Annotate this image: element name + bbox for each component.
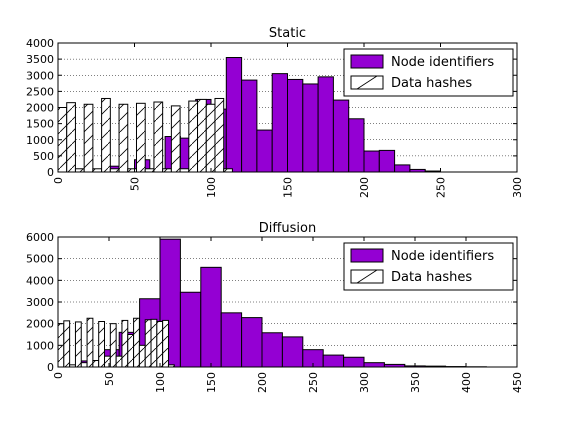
chart-title-static: Static bbox=[269, 26, 306, 41]
bar-data-hashes bbox=[150, 318, 158, 368]
x-tick-label: 250 bbox=[435, 177, 448, 198]
bar-data-hashes bbox=[170, 105, 181, 173]
bar-node-identifiers bbox=[348, 118, 365, 173]
chart-static: 0 500 1000 1500 2000 2500 3000 3500 4000 0 50 100 15… bbox=[26, 26, 524, 198]
bar-node-identifiers bbox=[261, 332, 283, 368]
legend-label-node-identifiers: Node identifiers bbox=[391, 249, 494, 264]
y-tick-label: 1500 bbox=[26, 118, 54, 131]
x-tick-label: 200 bbox=[358, 177, 371, 198]
bar-node-identifiers bbox=[332, 99, 350, 173]
x-tick-label: 150 bbox=[205, 372, 218, 393]
bar-data-hashes bbox=[188, 100, 199, 173]
bar-node-identifiers bbox=[241, 317, 263, 368]
x-tick-label: 150 bbox=[282, 177, 295, 198]
bar-node-identifiers bbox=[241, 79, 258, 173]
bar-data-hashes bbox=[115, 355, 123, 368]
bar-data-hashes bbox=[86, 317, 94, 368]
x-tick-label: 300 bbox=[511, 177, 524, 198]
bar-node-identifiers bbox=[271, 73, 289, 173]
legend-label-data-hashes: Data hashes bbox=[391, 270, 472, 285]
bar-node-identifiers bbox=[378, 149, 396, 173]
bar-node-identifiers bbox=[287, 78, 304, 173]
bar-data-hashes bbox=[138, 344, 146, 368]
x-tick-label: 50 bbox=[103, 372, 116, 386]
bar-data-hashes bbox=[214, 97, 225, 173]
chart-diffusion: 0 1000 2000 3000 4000 5000 6000 0 50 100 150 200 250… bbox=[26, 221, 524, 393]
y-tick-label: 3000 bbox=[26, 296, 54, 309]
bar-data-hashes bbox=[66, 102, 76, 173]
y-tick-label: 5000 bbox=[26, 253, 54, 266]
y-tick-label: 3000 bbox=[26, 69, 54, 82]
y-tick-label: 0 bbox=[47, 166, 54, 179]
bar-node-identifiers bbox=[363, 362, 385, 368]
ticks-static: 0 500 1000 1500 2000 2500 3000 3500 4000 0 50 100 15… bbox=[26, 37, 524, 198]
y-tick-label: 500 bbox=[33, 150, 54, 163]
bar-data-hashes bbox=[156, 321, 164, 368]
bar-data-hashes bbox=[162, 319, 169, 368]
bar-node-identifiers bbox=[220, 312, 243, 368]
x-tick-label: 50 bbox=[129, 177, 142, 191]
x-tick-label: 300 bbox=[358, 372, 371, 393]
bar-node-identifiers bbox=[343, 356, 365, 368]
y-tick-label: 3500 bbox=[26, 53, 54, 66]
bar-node-identifiers bbox=[179, 291, 202, 368]
legend-swatch-node-identifiers bbox=[350, 248, 384, 263]
y-tick-label: 1000 bbox=[26, 339, 54, 352]
bar-node-identifiers bbox=[394, 164, 411, 173]
legend-diffusion: Node identifiers Data hashes bbox=[343, 242, 514, 291]
bar-data-hashes bbox=[74, 321, 82, 368]
bar-data-hashes bbox=[80, 362, 88, 368]
bar-data-hashes bbox=[197, 98, 207, 173]
bar-data-hashes bbox=[92, 360, 100, 368]
bar-data-hashes bbox=[144, 319, 152, 368]
bar-data-hashes bbox=[153, 101, 164, 173]
legend-swatch-node-identifiers bbox=[350, 54, 384, 69]
x-tick-label: 100 bbox=[205, 177, 218, 198]
bar-node-identifiers bbox=[317, 76, 334, 173]
legend-swatch-hatch bbox=[356, 269, 378, 284]
x-tick-label: 200 bbox=[256, 372, 269, 393]
bar-data-hashes bbox=[118, 103, 129, 173]
bar-data-hashes bbox=[121, 319, 129, 368]
y-tick-label: 4000 bbox=[26, 37, 54, 50]
bars-diffusion bbox=[57, 238, 487, 368]
bar-data-hashes bbox=[63, 320, 71, 368]
x-tick-label: 0 bbox=[52, 372, 65, 379]
x-tick-label: 250 bbox=[307, 372, 320, 393]
x-tick-label: 0 bbox=[52, 177, 65, 184]
y-tick-label: 6000 bbox=[26, 231, 54, 244]
bar-data-hashes bbox=[109, 323, 117, 368]
bar-node-identifiers bbox=[281, 336, 304, 368]
bar-node-identifiers bbox=[322, 354, 345, 368]
y-tick-label: 2000 bbox=[26, 102, 54, 115]
bar-node-identifiers bbox=[363, 150, 380, 173]
legend-static: Node identifiers Data hashes bbox=[343, 48, 514, 97]
x-tick-label: 450 bbox=[511, 372, 524, 393]
bar-data-hashes bbox=[98, 321, 106, 368]
y-tick-label: 4000 bbox=[26, 274, 54, 287]
y-tick-label: 2500 bbox=[26, 85, 54, 98]
bar-data-hashes bbox=[83, 103, 94, 173]
bar-data-hashes bbox=[101, 97, 111, 173]
bar-data-hashes bbox=[127, 334, 135, 368]
y-tick-label: 2000 bbox=[26, 318, 54, 331]
bar-data-hashes bbox=[133, 317, 140, 368]
legend-label-node-identifiers: Node identifiers bbox=[391, 55, 494, 70]
ticks-diffusion: 0 1000 2000 3000 4000 5000 6000 0 50 100 150 200 250… bbox=[26, 231, 524, 393]
chart-title-diffusion: Diffusion bbox=[259, 221, 316, 236]
y-tick-label: 0 bbox=[47, 361, 54, 374]
y-tick-label: 1000 bbox=[26, 134, 54, 147]
x-tick-label: 400 bbox=[460, 372, 473, 393]
bar-data-hashes bbox=[135, 102, 146, 173]
legend-swatch-hatch bbox=[356, 75, 378, 90]
bar-node-identifiers bbox=[256, 129, 273, 173]
bar-node-identifiers bbox=[225, 57, 243, 173]
x-tick-label: 350 bbox=[409, 372, 422, 393]
legend-label-data-hashes: Data hashes bbox=[391, 76, 472, 91]
bar-node-identifiers bbox=[200, 266, 222, 368]
bar-data-hashes bbox=[205, 103, 216, 173]
bar-node-identifiers bbox=[302, 83, 319, 173]
x-tick-label: 100 bbox=[154, 372, 167, 393]
